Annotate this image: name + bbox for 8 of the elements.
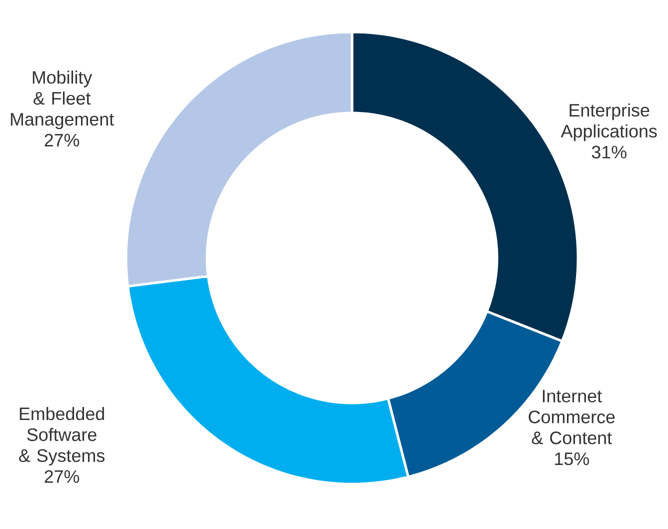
data-label: 27% (44, 470, 80, 483)
slice-label: Mobility & Fleet Management (10, 70, 114, 130)
data-label: 27% (44, 134, 80, 146)
data-label: 15% (555, 452, 589, 466)
slice-label: Internet Commerce & Content (528, 390, 615, 444)
data-label: 31% (592, 146, 626, 158)
slice-label: Embedded Software & Systems (19, 406, 105, 466)
slice-label: Enterprise Applications (560, 103, 657, 142)
